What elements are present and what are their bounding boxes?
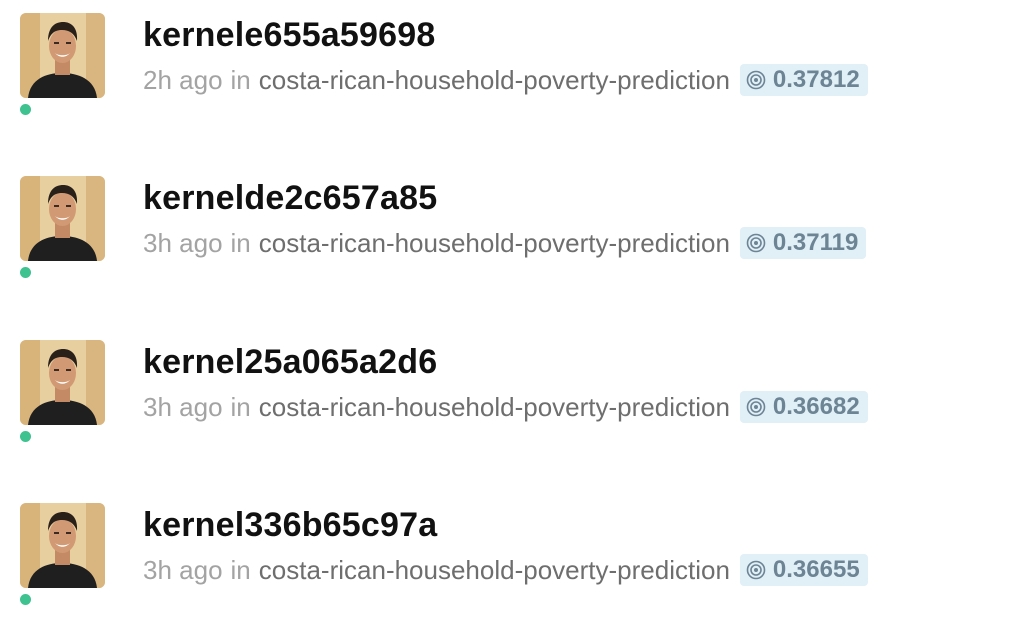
meta-in-label: in — [230, 554, 251, 585]
score-badge: 0.37812 — [739, 64, 868, 96]
kernel-title-link[interactable]: kernel336b65c97a — [143, 506, 438, 544]
online-status-indicator — [20, 104, 31, 115]
competition-link[interactable]: costa-rican-household-poverty-prediction — [258, 64, 730, 95]
avatar[interactable] — [20, 176, 105, 261]
avatar-container — [20, 176, 105, 278]
score-value: 0.37812 — [772, 66, 860, 93]
competition-link[interactable]: costa-rican-household-poverty-prediction — [258, 554, 730, 585]
list-item: kernel25a065a2d6 3h ago in costa-rican-h… — [0, 327, 1021, 447]
avatar-container — [20, 340, 105, 442]
kernel-meta: 3h ago in costa-rican-household-poverty-… — [143, 389, 868, 425]
avatar-container — [20, 13, 105, 115]
avatar[interactable] — [20, 340, 105, 425]
target-icon — [746, 560, 766, 580]
list-item: kernele655a59698 2h ago in costa-rican-h… — [0, 0, 1021, 120]
list-item: kernelde2c657a85 3h ago in costa-rican-h… — [0, 163, 1021, 283]
kernel-meta: 3h ago in costa-rican-household-poverty-… — [143, 225, 867, 261]
online-status-indicator — [20, 267, 31, 278]
user-avatar-icon — [20, 503, 105, 588]
online-status-indicator — [20, 431, 31, 442]
score-value: 0.36655 — [772, 556, 860, 583]
user-avatar-icon — [20, 340, 105, 425]
score-value: 0.37119 — [772, 229, 859, 256]
kernel-time: 3h ago — [143, 227, 223, 258]
online-status-indicator — [20, 594, 31, 605]
score-badge: 0.36655 — [739, 554, 868, 586]
kernel-title-link[interactable]: kernel25a065a2d6 — [143, 343, 438, 381]
meta-in-label: in — [230, 391, 251, 422]
competition-link[interactable]: costa-rican-household-poverty-prediction — [258, 391, 730, 422]
score-badge: 0.36682 — [739, 391, 868, 423]
kernel-meta: 2h ago in costa-rican-household-poverty-… — [143, 62, 868, 98]
score-badge: 0.37119 — [739, 227, 867, 259]
meta-in-label: in — [230, 64, 251, 95]
target-icon — [746, 70, 766, 90]
kernel-title-link[interactable]: kernelde2c657a85 — [143, 179, 438, 217]
meta-in-label: in — [230, 227, 251, 258]
avatar[interactable] — [20, 13, 105, 98]
kernel-time: 3h ago — [143, 391, 223, 422]
kernel-title-link[interactable]: kernele655a59698 — [143, 16, 436, 54]
list-item: kernel336b65c97a 3h ago in costa-rican-h… — [0, 490, 1021, 610]
avatar[interactable] — [20, 503, 105, 588]
user-avatar-icon — [20, 176, 105, 261]
kernel-meta: 3h ago in costa-rican-household-poverty-… — [143, 552, 868, 588]
score-value: 0.36682 — [772, 393, 860, 420]
avatar-container — [20, 503, 105, 605]
target-icon — [746, 397, 766, 417]
target-icon — [746, 233, 766, 253]
user-avatar-icon — [20, 13, 105, 98]
kernel-time: 3h ago — [143, 554, 223, 585]
kernel-time: 2h ago — [143, 64, 223, 95]
competition-link[interactable]: costa-rican-household-poverty-prediction — [258, 227, 730, 258]
